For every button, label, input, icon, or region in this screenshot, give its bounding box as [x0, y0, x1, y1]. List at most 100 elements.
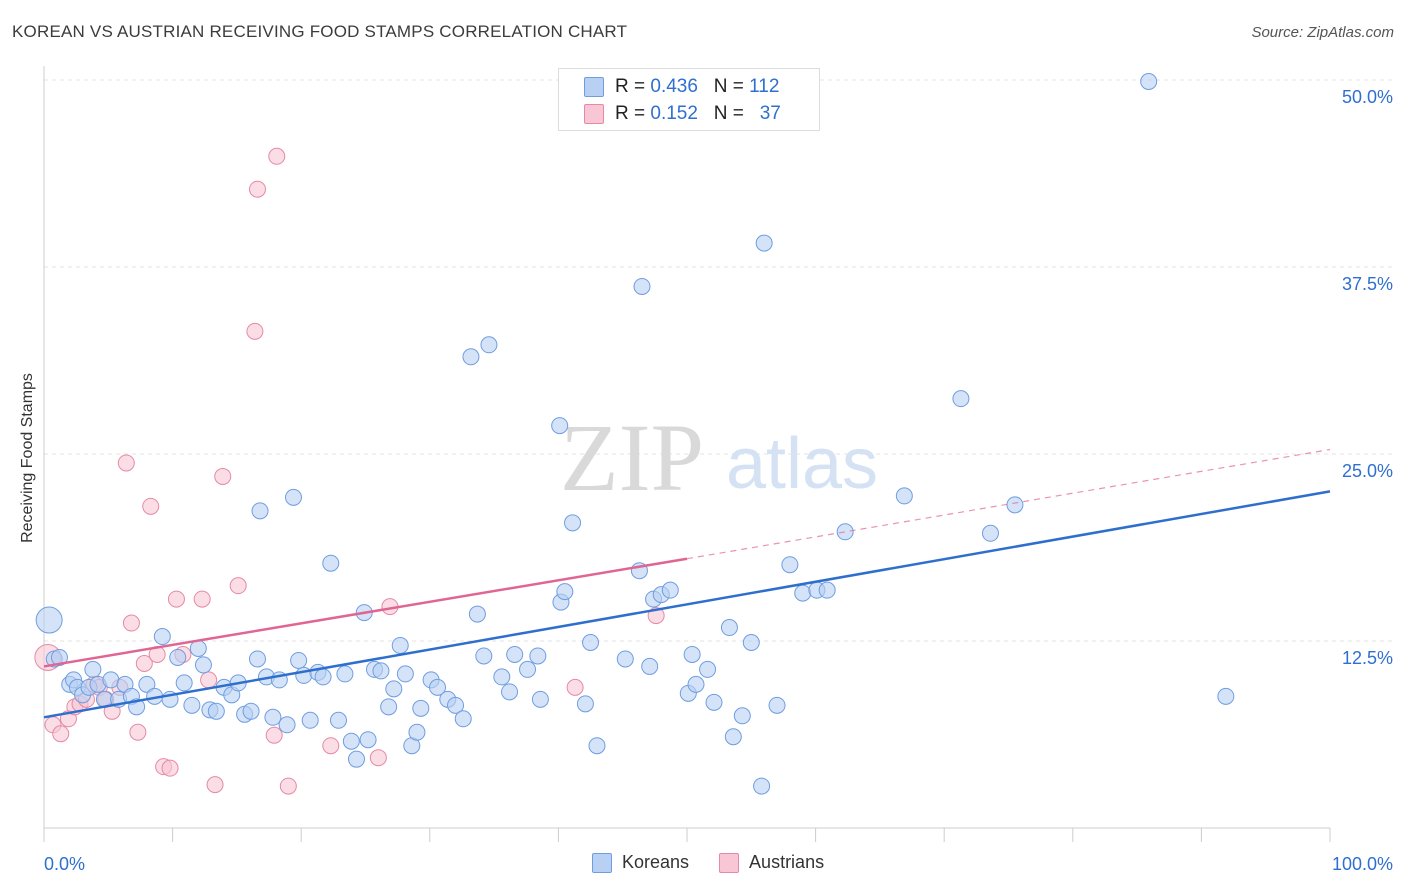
- korean-points: [35, 72, 1235, 795]
- tick-labels: 12.5% 25.0% 37.5% 50.0% 0.0% 100.0%: [44, 87, 1393, 874]
- korean-point: [794, 584, 812, 602]
- austrian-point: [200, 671, 218, 689]
- korean-point: [633, 277, 651, 295]
- korean-point: [183, 696, 201, 714]
- korean-point: [207, 702, 225, 720]
- watermark-atlas: atlas: [726, 424, 878, 504]
- korean-point: [290, 651, 308, 669]
- korean-point: [251, 502, 269, 520]
- legend-swatch-koreans: [584, 77, 604, 97]
- legend-r-austrians: 0.152: [650, 103, 698, 124]
- austrian-trend-extension: [686, 448, 1331, 560]
- korean-point: [564, 514, 582, 532]
- legend-row-austrians: R = 0.152 N = 37: [584, 102, 781, 126]
- korean-point: [480, 336, 498, 354]
- austrian-point: [52, 725, 70, 743]
- korean-point: [380, 698, 398, 716]
- korean-point: [329, 711, 347, 729]
- korean-point: [576, 695, 594, 713]
- korean-point: [582, 633, 600, 651]
- korean-point: [768, 696, 786, 714]
- korean-point: [84, 660, 102, 678]
- korean-point: [781, 556, 799, 574]
- series-legend: Koreans Austrians: [592, 852, 854, 873]
- austrian-point: [122, 614, 140, 632]
- stats-legend: R = 0.436 N = 112 R = 0.152 N = 37: [558, 68, 820, 131]
- korean-point: [952, 390, 970, 408]
- korean-point: [385, 680, 403, 698]
- korean-point: [347, 750, 365, 768]
- legend-item-austrians[interactable]: Austrians: [719, 852, 824, 873]
- korean-point: [359, 731, 377, 749]
- korean-point: [391, 636, 409, 654]
- austrian-point: [279, 777, 297, 795]
- legend-label-austrians: Austrians: [749, 852, 825, 872]
- austrian-point: [206, 776, 224, 794]
- legend-n-koreans: 112: [749, 76, 780, 97]
- korean-point: [836, 523, 854, 541]
- legend-n-austrians: 37: [759, 103, 781, 124]
- korean-point: [189, 639, 207, 657]
- korean-point: [462, 348, 480, 366]
- korean-point: [724, 728, 742, 746]
- legend-r-koreans: 0.436: [650, 76, 698, 97]
- korean-point: [248, 650, 266, 668]
- korean-point: [981, 524, 999, 542]
- korean-point: [175, 674, 193, 692]
- legend-r-label: R =: [615, 103, 651, 124]
- axes: [43, 66, 1331, 842]
- korean-point: [468, 605, 486, 623]
- korean-point: [699, 660, 717, 678]
- korean-point: [264, 708, 282, 726]
- y-tick-label: 50.0%: [1342, 87, 1393, 107]
- korean-point: [322, 554, 340, 572]
- korean-point: [412, 699, 430, 717]
- chart-title: KOREAN VS AUSTRIAN RECEIVING FOOD STAMPS…: [12, 22, 628, 41]
- korean-point: [242, 702, 260, 720]
- korean-point: [742, 633, 760, 651]
- korean-point: [556, 583, 574, 601]
- korean-point: [616, 650, 634, 668]
- korean-point: [733, 707, 751, 725]
- austrian-point: [161, 759, 179, 777]
- korean-point: [50, 648, 68, 666]
- korean-point: [753, 777, 771, 795]
- korean-point: [396, 665, 414, 683]
- legend-n-label: N =: [713, 76, 750, 97]
- korean-point: [588, 737, 606, 755]
- legend-n-label: N =: [713, 103, 750, 124]
- austrian-point: [322, 737, 340, 755]
- korean-point: [284, 488, 302, 506]
- korean-point: [169, 648, 187, 666]
- korean-point: [475, 647, 493, 665]
- korean-point: [519, 660, 537, 678]
- korean-point: [1217, 687, 1235, 705]
- legend-swatch-austrians: [719, 852, 740, 873]
- austrian-point: [193, 590, 211, 608]
- korean-point: [429, 678, 447, 696]
- trend-lines: [43, 448, 1331, 719]
- y-tick-label: 25.0%: [1342, 461, 1393, 481]
- austrian-point: [268, 147, 286, 165]
- austrian-point: [248, 180, 266, 198]
- korean-point: [529, 647, 547, 665]
- korean-point: [1140, 72, 1158, 90]
- legend-swatch-austrians: [584, 104, 604, 124]
- korean-point: [501, 683, 519, 701]
- austrian-point: [265, 726, 283, 744]
- korean-point: [153, 628, 171, 646]
- korean-point: [683, 645, 701, 663]
- korean-point: [35, 606, 63, 634]
- source-label: Source: ZipAtlas.com: [1251, 24, 1394, 41]
- legend-item-koreans[interactable]: Koreans: [592, 852, 689, 873]
- korean-point: [447, 696, 465, 714]
- y-tick-label: 12.5%: [1342, 648, 1393, 668]
- korean-point: [102, 671, 120, 689]
- x-tick-label: 0.0%: [44, 854, 85, 874]
- korean-point: [454, 710, 472, 728]
- legend-label-koreans: Koreans: [622, 852, 690, 872]
- watermark-zip: ZIP: [560, 404, 704, 511]
- korean-point: [818, 581, 836, 599]
- korean-point: [687, 675, 705, 693]
- korean-point: [342, 732, 360, 750]
